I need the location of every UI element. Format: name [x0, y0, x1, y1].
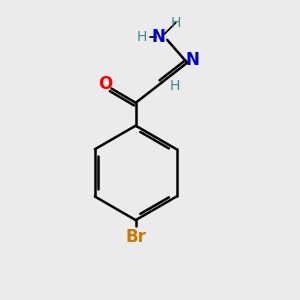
Text: H: H	[171, 16, 181, 30]
Text: N: N	[152, 28, 166, 46]
Text: N: N	[186, 51, 200, 69]
Text: H: H	[169, 79, 179, 93]
Text: O: O	[98, 75, 113, 93]
Text: Br: Br	[125, 228, 146, 246]
Text: H: H	[136, 30, 147, 44]
